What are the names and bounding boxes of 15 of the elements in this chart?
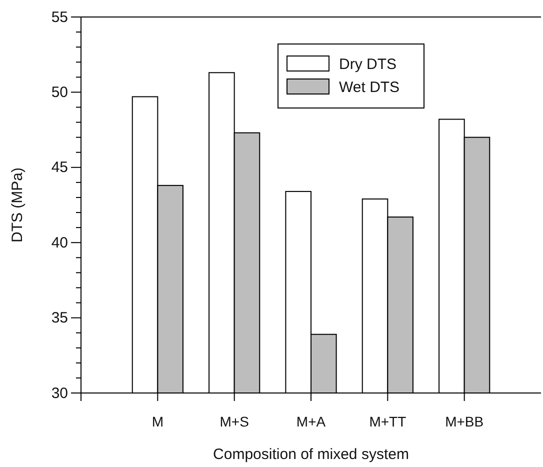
- x-tick-label: M+S: [220, 413, 249, 430]
- x-tick-label: M+A: [296, 413, 326, 430]
- y-tick-label: 50: [51, 84, 68, 101]
- x-tick-label: M+BB: [445, 413, 484, 430]
- x-axis-title: Composition of mixed system: [213, 446, 409, 463]
- x-tick-label: M: [152, 413, 164, 430]
- y-tick-label: 35: [51, 310, 68, 327]
- legend-label: Wet DTS: [339, 79, 400, 96]
- y-tick-label: 30: [51, 384, 68, 402]
- x-tick-label: M+TT: [369, 413, 407, 430]
- y-tick-label: 40: [51, 234, 68, 252]
- y-tick-label: 45: [51, 159, 68, 176]
- y-axis-title: DTS (MPa): [9, 167, 26, 242]
- y-tick-label: 55: [51, 8, 68, 26]
- legend-label: Dry DTS: [339, 56, 396, 73]
